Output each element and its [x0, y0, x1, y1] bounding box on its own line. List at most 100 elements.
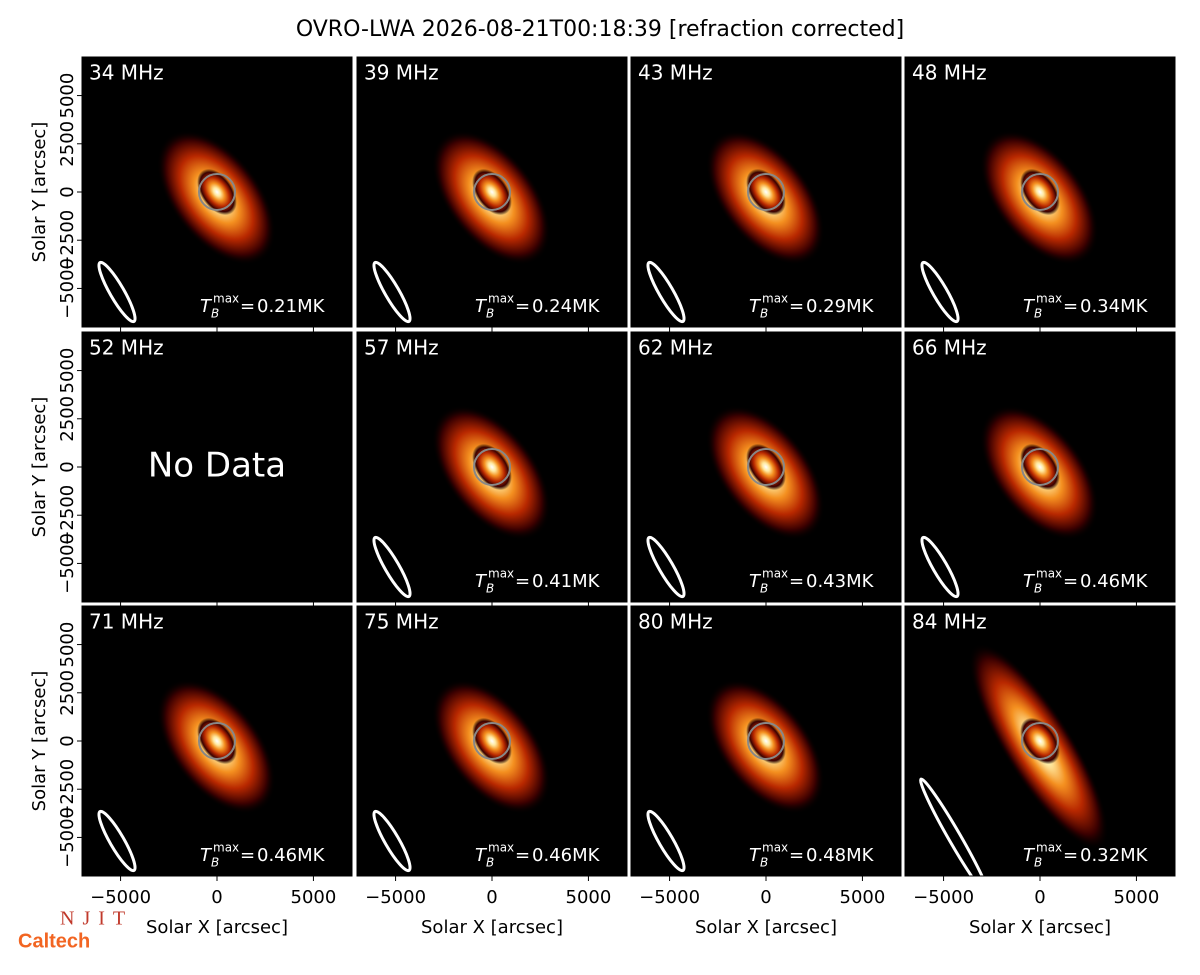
tb-subscript: B	[760, 856, 768, 870]
tb-subscript: B	[211, 856, 219, 870]
tb-symbol: T	[200, 296, 213, 317]
tb-max: 0.24MK	[532, 296, 601, 317]
frequency-label: 48 MHz	[912, 61, 987, 85]
y-tick-label: 2500	[57, 396, 78, 442]
solar-disk	[747, 448, 785, 486]
tb-symbol: T	[749, 845, 762, 866]
frequency-label: 75 MHz	[364, 610, 439, 634]
x-tick-label: 5000	[291, 887, 337, 908]
y-tick-label: 2500	[57, 670, 78, 716]
tb-equals: =	[240, 296, 255, 317]
radio-core	[746, 443, 786, 491]
frequency-label: 39 MHz	[364, 61, 439, 85]
tb-superscript: max	[1036, 841, 1062, 855]
tb-symbol: T	[475, 296, 488, 317]
tb-superscript: max	[488, 841, 514, 855]
frequency-label: 52 MHz	[89, 336, 164, 360]
beam	[372, 535, 412, 599]
tb-superscript: max	[213, 292, 239, 306]
tb-superscript: max	[488, 567, 514, 581]
y-tick-label: 0	[57, 461, 78, 472]
beam	[919, 777, 991, 876]
panel-image	[646, 405, 825, 599]
radio-core	[472, 168, 512, 216]
solar-disk	[473, 722, 511, 760]
y-axis-label: Solar Y [arcsec]	[29, 397, 50, 538]
frequency-label: 62 MHz	[638, 336, 713, 360]
y-tick-label: 2500	[57, 121, 78, 167]
y-tick-label: −2500	[57, 485, 78, 546]
y-tick-label: −2500	[57, 210, 78, 271]
tb-superscript: max	[762, 292, 788, 306]
y-tick-label: 0	[57, 186, 78, 197]
radio-core	[1020, 443, 1060, 491]
tb-subscript: B	[486, 856, 494, 870]
x-tick-label: −5000	[639, 887, 700, 908]
tb-subscript: B	[486, 582, 494, 596]
tb-equals: =	[1063, 845, 1078, 866]
logo-njit: NJIT	[60, 908, 133, 930]
tb-subscript: B	[760, 307, 768, 321]
y-tick-label: 5000	[57, 73, 78, 119]
panel-image	[372, 130, 551, 324]
beam	[646, 535, 686, 599]
y-axis-label: Solar Y [arcsec]	[29, 671, 50, 812]
tb-subscript: B	[211, 307, 219, 321]
tb-max: 0.41MK	[532, 571, 601, 592]
radio-core	[197, 168, 237, 216]
solar-disk	[747, 722, 785, 760]
x-tick-label: −5000	[90, 887, 151, 908]
logo-caltech: Caltech	[18, 930, 90, 952]
solar-disk	[473, 448, 511, 486]
tb-equals: =	[515, 296, 530, 317]
tb-max: 0.29MK	[806, 296, 875, 317]
frequency-label: 34 MHz	[89, 61, 164, 85]
x-tick-label: 5000	[566, 887, 612, 908]
solar-disk	[1021, 722, 1059, 760]
tb-max: 0.21MK	[257, 296, 326, 317]
tb-superscript: max	[762, 567, 788, 581]
tb-max: 0.32MK	[1080, 845, 1149, 866]
tb-equals: =	[789, 296, 804, 317]
tb-max: 0.43MK	[806, 571, 875, 592]
panel-image	[646, 679, 825, 873]
y-tick-label: −5000	[57, 533, 78, 594]
panel-image	[919, 643, 1109, 876]
tb-symbol: T	[1023, 296, 1036, 317]
beam	[372, 260, 412, 324]
frequency-label: 66 MHz	[912, 336, 987, 360]
x-axis-label: Solar X [arcsec]	[146, 917, 288, 938]
tb-symbol: T	[749, 296, 762, 317]
beam	[646, 260, 686, 324]
tb-superscript: max	[762, 841, 788, 855]
x-axis-label: Solar X [arcsec]	[969, 917, 1111, 938]
frequency-label: 84 MHz	[912, 610, 987, 634]
beam	[646, 809, 686, 873]
frequency-label: 57 MHz	[364, 336, 439, 360]
beam	[920, 535, 960, 599]
panel-background	[82, 332, 352, 602]
tb-max: 0.34MK	[1080, 296, 1149, 317]
tb-max: 0.48MK	[806, 845, 875, 866]
panel-image	[920, 130, 1099, 324]
tb-symbol: T	[1023, 845, 1036, 866]
x-tick-label: 5000	[840, 887, 886, 908]
beam	[920, 260, 960, 324]
solar-disk	[1021, 448, 1059, 486]
x-tick-label: 0	[211, 887, 222, 908]
panel-image	[372, 405, 551, 599]
frequency-label: 43 MHz	[638, 61, 713, 85]
tb-equals: =	[515, 571, 530, 592]
solar-disk	[1021, 173, 1059, 211]
tb-symbol: T	[749, 571, 762, 592]
beam	[97, 809, 137, 873]
